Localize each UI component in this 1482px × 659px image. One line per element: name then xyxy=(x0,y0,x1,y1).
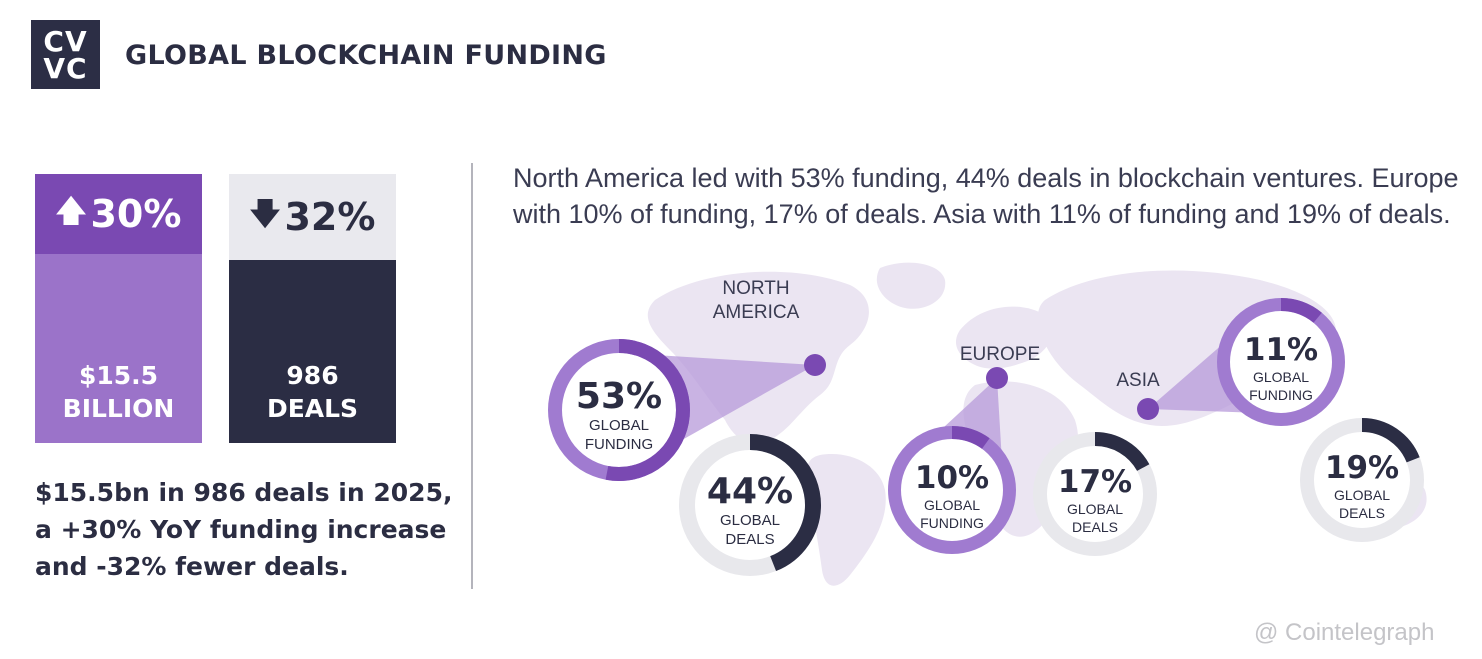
funding-total-value: $15.5 xyxy=(78,361,159,390)
map-greenland xyxy=(876,262,946,309)
funding-ring-north-america-label: GLOBAL xyxy=(589,417,649,434)
deals-ring-asia-bg xyxy=(1304,422,1420,538)
deals-ring-europe: 17%GLOBAL DEALS xyxy=(1033,432,1157,556)
region-label-north-america: AMERICA xyxy=(713,302,800,323)
dot-asia xyxy=(1137,398,1159,420)
deals-ring-north-america-arc xyxy=(679,434,821,576)
funding-ring-europe: 10%GLOBAL FUNDING xyxy=(888,426,1016,554)
deals-ring-north-america: 44%GLOBAL DEALS xyxy=(679,434,821,576)
region-label-europe: EUROPE xyxy=(960,344,1040,365)
page-title: GLOBAL BLOCKCHAIN FUNDING xyxy=(125,40,607,71)
funding-ring-asia-arc xyxy=(1217,298,1345,426)
deals-ring-europe-bg xyxy=(1037,436,1153,552)
funding-total: $15.5 BILLION xyxy=(35,254,202,443)
region-label-asia: ASIA xyxy=(1116,370,1160,391)
deals-change: 🡇 32% xyxy=(229,174,396,260)
region-dots xyxy=(804,354,1159,420)
deals-ring-europe-label: DEALS xyxy=(1072,519,1118,535)
funding-ring-north-america-percent: 53% xyxy=(576,376,662,417)
funding-card: 🡅 30% $15.5 BILLION xyxy=(35,174,202,443)
logo-line-2: VC xyxy=(43,51,88,85)
funding-ring-north-america-arc xyxy=(548,339,690,481)
deals-ring-north-america-label: GLOBAL xyxy=(720,512,780,529)
deals-change-value: 32% xyxy=(284,195,376,239)
region-labels: NORTH AMERICA EUROPE ASIA xyxy=(713,278,1160,391)
deals-total-unit: DEALS xyxy=(266,394,359,423)
map-south-america xyxy=(806,454,886,586)
dot-north-america xyxy=(804,354,826,376)
up-arrow-icon: 🡅 xyxy=(55,193,87,229)
funding-ring-europe-bg xyxy=(892,430,1012,550)
funding-ring-north-america-bg xyxy=(552,343,686,477)
region-label-north-america: NORTH xyxy=(722,278,789,299)
deals-ring-asia-label: DEALS xyxy=(1339,505,1385,521)
funding-change-value: 30% xyxy=(90,192,182,236)
deals-ring-europe-percent: 17% xyxy=(1058,464,1132,500)
cvvc-logo: CV VC xyxy=(31,20,100,89)
logo-line-1: CV xyxy=(43,24,88,58)
funding-ring-europe-label: FUNDING xyxy=(920,515,984,531)
deals-ring-north-america-percent: 44% xyxy=(707,471,793,512)
deals-ring-asia-label: GLOBAL xyxy=(1334,487,1390,503)
deals-ring-north-america-bg xyxy=(683,438,817,572)
deals-ring-asia: 19%GLOBAL DEALS xyxy=(1300,418,1424,542)
deals-ring-asia-arc xyxy=(1300,418,1424,542)
deals-total: 986 DEALS xyxy=(229,260,396,443)
funding-ring-north-america: 53%GLOBAL FUNDING xyxy=(548,339,690,481)
funding-ring-asia-percent: 11% xyxy=(1244,332,1318,368)
dot-europe xyxy=(986,367,1008,389)
funding-total-unit: BILLION xyxy=(62,394,175,423)
funding-ring-asia-label: FUNDING xyxy=(1249,387,1313,403)
deals-card: 🡇 32% 986 DEALS xyxy=(229,174,396,443)
funding-ring-europe-label: GLOBAL xyxy=(924,497,980,513)
funding-ring-north-america-label: FUNDING xyxy=(585,436,653,453)
funding-ring-asia-bg xyxy=(1221,302,1341,422)
summary-line-1: $15.5bn in 986 deals in 2025, xyxy=(35,478,453,507)
summary-text: $15.5bn in 986 deals in 2025, a +30% YoY… xyxy=(35,474,455,585)
summary-line-3: and -32% fewer deals. xyxy=(35,552,349,581)
deals-ring-north-america-label: DEALS xyxy=(725,531,774,548)
divider xyxy=(471,163,473,589)
summary-line-2: a +30% YoY funding increase xyxy=(35,515,447,544)
deals-ring-asia-percent: 19% xyxy=(1325,450,1399,486)
rings: 44%GLOBALDEALS53%GLOBALFUNDING17%GLOBALD… xyxy=(548,298,1424,576)
deals-total-value: 986 xyxy=(286,361,339,390)
funding-ring-europe-arc xyxy=(888,426,1016,554)
watermark: @ Cointelegraph xyxy=(1254,619,1435,646)
funding-ring-europe-percent: 10% xyxy=(915,460,989,496)
description: North America led with 53% funding, 44% … xyxy=(513,163,1459,229)
funding-ring-asia: 11%GLOBAL FUNDING xyxy=(1217,298,1345,426)
deals-ring-europe-arc xyxy=(1033,432,1157,556)
funding-change: 🡅 30% xyxy=(35,174,202,254)
deals-ring-europe-label: GLOBAL xyxy=(1067,501,1123,517)
funding-ring-asia-label: GLOBAL xyxy=(1253,369,1309,385)
down-arrow-icon: 🡇 xyxy=(249,196,281,232)
map-europe xyxy=(955,306,1053,369)
map-north-america xyxy=(647,271,869,444)
